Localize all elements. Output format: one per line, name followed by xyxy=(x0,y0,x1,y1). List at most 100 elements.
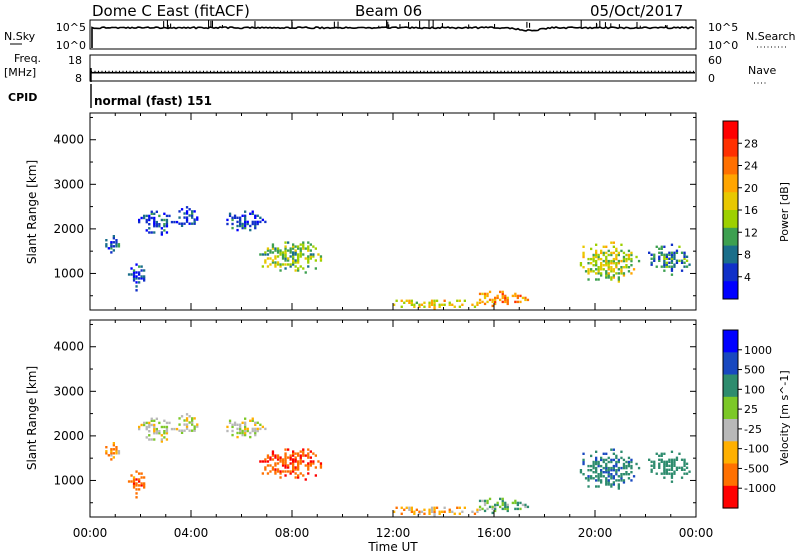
echo-cell xyxy=(132,271,136,274)
echo-cell xyxy=(284,462,287,465)
echo-cell xyxy=(314,474,317,477)
echo-cell xyxy=(524,505,527,509)
echo-cell xyxy=(302,267,305,270)
echo-cell xyxy=(307,466,310,469)
echo-cell xyxy=(685,462,689,465)
echo-cell xyxy=(595,450,598,453)
echo-cell xyxy=(595,479,598,482)
echo-cell xyxy=(266,247,270,250)
echo-cell xyxy=(612,259,615,263)
echo-cell xyxy=(239,222,242,226)
echo-cell xyxy=(150,212,153,215)
echo-cell xyxy=(132,478,136,481)
echo-cell xyxy=(319,462,323,465)
echo-cell xyxy=(289,470,292,473)
echo-cell xyxy=(494,298,497,302)
echo-cell xyxy=(441,510,444,513)
echo-cell xyxy=(463,506,466,509)
echo-cell xyxy=(196,425,199,428)
echo-cell xyxy=(670,261,674,264)
echo-cell xyxy=(299,458,302,461)
echo-cell xyxy=(127,480,131,483)
echo-cell xyxy=(297,267,300,270)
echo-cell xyxy=(281,464,285,467)
echo-cell xyxy=(289,458,292,461)
colorbar-tick-label: 1000 xyxy=(744,344,772,357)
echo-cell xyxy=(140,269,143,272)
echo-cell xyxy=(668,261,671,264)
echo-cell xyxy=(264,427,267,431)
echo-cell xyxy=(236,427,239,431)
echo-cell xyxy=(150,210,153,213)
echo-cell xyxy=(511,501,514,505)
echo-cell xyxy=(514,499,517,503)
echo-cell xyxy=(183,216,186,219)
echo-cell xyxy=(514,507,517,511)
velocity-yticks: 4000 3000 2000 1000 xyxy=(53,323,696,504)
echo-cell xyxy=(456,299,459,302)
echo-cell xyxy=(600,272,603,275)
echo-cell xyxy=(155,223,158,226)
echo-cell xyxy=(476,303,479,306)
echo-cell xyxy=(620,477,623,480)
echo-cell xyxy=(451,303,454,306)
echo-cell xyxy=(153,430,156,433)
echo-cell xyxy=(185,210,189,213)
echo-cell xyxy=(297,253,300,256)
echo-cell xyxy=(504,294,507,298)
echo-cell xyxy=(504,505,507,509)
echo-cell xyxy=(612,483,615,486)
echo-cell xyxy=(148,421,151,425)
echo-cell xyxy=(307,247,310,250)
echo-cell xyxy=(287,249,290,252)
echo-cell xyxy=(627,456,631,460)
echo-cell xyxy=(269,257,272,260)
echo-cell xyxy=(244,421,247,424)
echo-cell xyxy=(145,436,148,439)
echo-cell xyxy=(617,458,620,462)
echo-cell xyxy=(289,456,292,459)
echo-cell xyxy=(597,464,600,468)
echo-cell xyxy=(294,259,297,262)
echo-cell xyxy=(130,474,133,477)
echo-cell xyxy=(261,460,264,463)
echo-cell xyxy=(259,427,262,431)
echo-cell xyxy=(309,249,312,252)
echo-cell xyxy=(269,249,272,252)
echo-cell xyxy=(138,484,141,487)
echo-cell xyxy=(607,276,610,279)
velocity-xticks xyxy=(89,320,697,517)
echo-cell xyxy=(271,458,275,461)
echo-cell xyxy=(584,270,588,273)
echo-cell xyxy=(415,508,418,511)
echo-cell xyxy=(617,479,620,482)
echo-cell xyxy=(312,460,315,463)
echo-cell xyxy=(600,251,603,255)
echo-cell xyxy=(653,257,656,260)
echo-cell xyxy=(675,458,679,461)
echo-cell xyxy=(602,466,605,470)
echo-cell xyxy=(688,263,691,266)
echo-cell xyxy=(148,438,151,441)
echo-cell xyxy=(185,206,189,209)
echo-cell xyxy=(602,460,605,464)
echo-cell xyxy=(135,289,138,292)
echo-cell xyxy=(107,247,110,250)
echo-cell xyxy=(622,251,626,255)
echo-cell xyxy=(620,466,623,470)
colorbar-tick-label: 4 xyxy=(744,271,751,284)
echo-cell xyxy=(289,265,292,268)
echo-cell xyxy=(625,259,628,263)
echo-cell xyxy=(279,251,282,254)
echo-cell xyxy=(281,460,285,463)
echo-cell xyxy=(304,478,307,481)
echo-cell xyxy=(226,222,229,226)
echo-cell xyxy=(443,303,446,306)
echo-cell xyxy=(150,417,153,420)
echo-cell xyxy=(597,475,600,478)
echo-cell xyxy=(188,214,191,217)
echo-cell xyxy=(420,510,424,513)
echo-cell xyxy=(456,506,459,509)
echo-cell xyxy=(309,464,312,467)
power-colorbar-label: Power [dB] xyxy=(778,182,791,242)
